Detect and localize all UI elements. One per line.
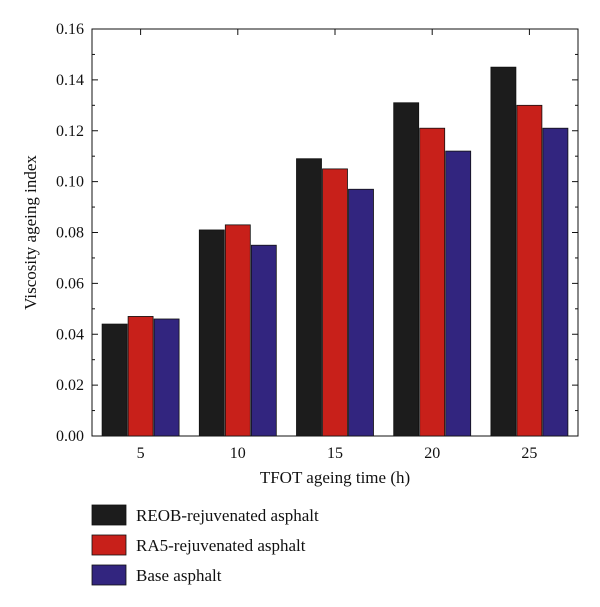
bar <box>224 224 251 437</box>
bar <box>490 66 517 437</box>
legend-label: REOB-rejuvenated asphalt <box>136 506 319 525</box>
x-axis-title: TFOT ageing time (h) <box>260 468 410 487</box>
legend-label: RA5-rejuvenated asphalt <box>136 536 306 555</box>
bar <box>198 229 225 437</box>
y-tick-label: 0.12 <box>56 123 84 140</box>
x-tick-label: 5 <box>137 445 145 462</box>
bar <box>348 188 374 437</box>
bar <box>296 158 322 437</box>
y-tick-label: 0.00 <box>56 428 84 445</box>
bar <box>445 150 472 437</box>
y-tick-label: 0.14 <box>56 72 84 89</box>
bars <box>101 66 569 437</box>
legend-swatch <box>91 564 127 586</box>
y-tick-label: 0.06 <box>56 275 84 292</box>
legend: REOB-rejuvenated asphalt RA5-rejuvenated … <box>91 504 319 586</box>
y-tick-label: 0.10 <box>56 174 84 191</box>
bar <box>393 102 420 437</box>
bar <box>516 104 543 437</box>
y-tick-label: 0.16 <box>56 21 84 38</box>
bar <box>250 244 277 437</box>
legend-swatch <box>91 534 127 556</box>
bar <box>101 323 128 437</box>
y-axis: 0.00 0.02 0.04 0.06 0.08 0.10 0.12 0.14 0.16 <box>56 21 578 445</box>
x-tick-label: 20 <box>424 445 440 462</box>
legend-swatch <box>91 504 127 526</box>
x-tick-label: 10 <box>230 445 246 462</box>
y-axis-title: Viscosity ageing index <box>21 155 40 310</box>
legend-label: Base asphalt <box>136 566 222 585</box>
y-tick-label: 0.04 <box>56 326 84 343</box>
x-tick-label: 25 <box>521 445 537 462</box>
bar <box>153 318 180 437</box>
bar <box>322 168 348 437</box>
bar <box>419 127 446 437</box>
x-tick-label: 15 <box>327 445 343 462</box>
bar <box>542 127 569 437</box>
bar <box>127 316 154 437</box>
y-tick-label: 0.08 <box>56 225 84 242</box>
y-tick-label: 0.02 <box>56 377 84 394</box>
